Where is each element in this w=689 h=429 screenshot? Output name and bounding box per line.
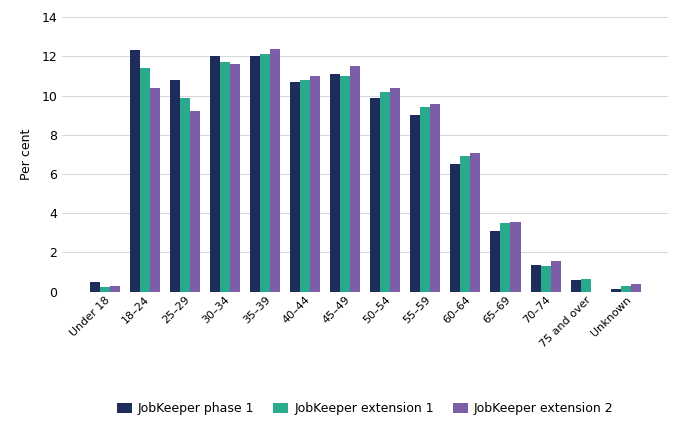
Bar [270, 48, 280, 292]
Bar [491, 231, 500, 292]
Bar [370, 97, 380, 292]
Bar [130, 51, 140, 292]
Bar [169, 80, 180, 292]
Bar [541, 266, 551, 292]
Bar [551, 261, 561, 292]
Bar [340, 76, 350, 292]
Bar [290, 82, 300, 292]
Bar [431, 104, 440, 292]
Bar [531, 265, 541, 292]
Bar [390, 88, 400, 292]
Bar [260, 54, 270, 292]
Bar [511, 222, 520, 292]
Bar [621, 286, 630, 292]
Bar [410, 115, 420, 292]
Bar [220, 62, 230, 292]
Bar [210, 56, 220, 292]
Bar [471, 154, 480, 292]
Bar [140, 68, 150, 292]
Bar [330, 74, 340, 292]
Bar [420, 107, 431, 292]
Bar [100, 287, 110, 292]
Bar [451, 164, 460, 292]
Bar [380, 92, 390, 292]
Bar [350, 66, 360, 292]
Y-axis label: Per cent: Per cent [20, 129, 33, 180]
Bar [630, 284, 641, 292]
Bar [570, 280, 581, 292]
Bar [460, 157, 471, 292]
Bar [90, 282, 100, 292]
Bar [300, 80, 310, 292]
Bar [250, 56, 260, 292]
Bar [180, 97, 189, 292]
Legend: JobKeeper phase 1, JobKeeper extension 1, JobKeeper extension 2: JobKeeper phase 1, JobKeeper extension 1… [116, 402, 614, 415]
Bar [500, 223, 511, 292]
Bar [189, 111, 200, 292]
Bar [110, 286, 120, 292]
Bar [610, 289, 621, 292]
Bar [150, 88, 160, 292]
Bar [581, 279, 590, 292]
Bar [230, 64, 240, 292]
Bar [310, 76, 320, 292]
